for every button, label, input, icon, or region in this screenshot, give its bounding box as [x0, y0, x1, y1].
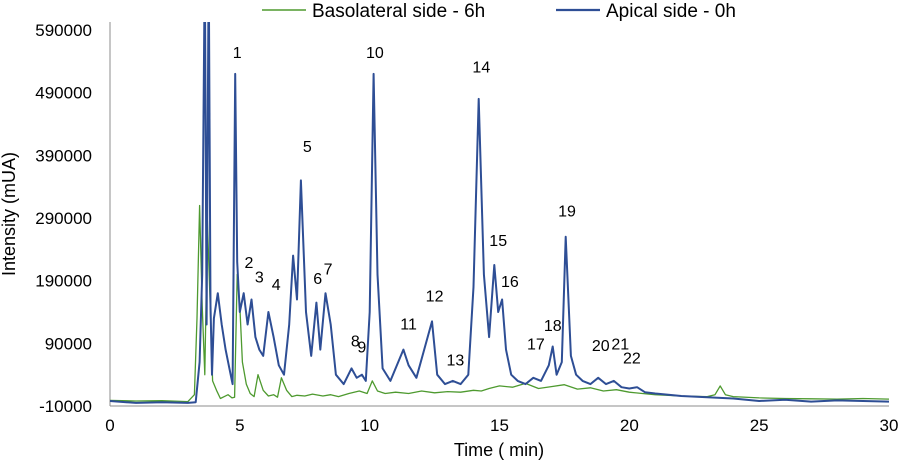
y-tick-labels: -10000 90000 190000 290000 390000 490000 59000… [35, 21, 92, 416]
x-tick-label: 10 [360, 416, 379, 435]
x-tick-label: 30 [880, 416, 899, 435]
peak-label: 8 [351, 333, 360, 350]
y-tick-label: -10000 [39, 397, 92, 416]
peak-label: 11 [400, 317, 417, 334]
peak-label: 10 [366, 45, 384, 62]
series-line-apical [109, 22, 890, 404]
peak-label: 4 [272, 277, 281, 294]
peak-label: 3 [255, 270, 264, 287]
peak-label: 20 [592, 338, 610, 355]
x-tick-label: 20 [620, 416, 639, 435]
x-tick-labels: 0 5 10 15 20 25 30 [105, 416, 898, 435]
y-tick-label: 490000 [35, 84, 92, 103]
peak-label: 6 [313, 271, 322, 288]
y-tick-label: 590000 [35, 21, 92, 40]
peak-label: 18 [544, 318, 562, 335]
peak-label: 15 [489, 233, 507, 250]
legend: Basolateral side - 6h Apical side - 0h [262, 1, 736, 22]
series-line-basolateral [109, 204, 890, 403]
peak-label: 13 [446, 352, 464, 369]
y-axis-title: Intensity (mUA) [0, 152, 19, 276]
peak-label: 17 [527, 337, 545, 354]
x-tick-label: 15 [490, 416, 509, 435]
legend-label-basolateral: Basolateral side - 6h [312, 1, 485, 22]
peak-label: 19 [558, 204, 576, 221]
peak-label: 7 [324, 261, 333, 278]
peak-label: 16 [501, 274, 519, 291]
peak-label: 12 [426, 288, 444, 305]
plot-area [109, 22, 890, 404]
x-tick-label: 25 [750, 416, 769, 435]
x-tick-label: 5 [235, 416, 244, 435]
legend-label-apical: Apical side - 0h [606, 1, 736, 22]
y-tick-label: 190000 [35, 272, 92, 291]
peak-label: 1 [233, 45, 242, 62]
y-tick-label: 90000 [45, 334, 92, 353]
peak-label: 14 [472, 60, 490, 77]
peak-label: 21 [611, 337, 629, 354]
peak-label: 2 [244, 255, 253, 272]
x-tick-label: 0 [105, 416, 114, 435]
y-tick-label: 390000 [35, 146, 92, 165]
peak-label: 9 [357, 340, 366, 357]
peak-label: 5 [303, 139, 312, 156]
y-tick-label: 290000 [35, 209, 92, 228]
peak-label: 22 [623, 350, 641, 367]
x-axis-title: Time ( min) [454, 440, 544, 460]
